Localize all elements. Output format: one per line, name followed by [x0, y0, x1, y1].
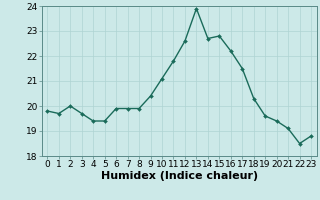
- X-axis label: Humidex (Indice chaleur): Humidex (Indice chaleur): [100, 171, 258, 181]
